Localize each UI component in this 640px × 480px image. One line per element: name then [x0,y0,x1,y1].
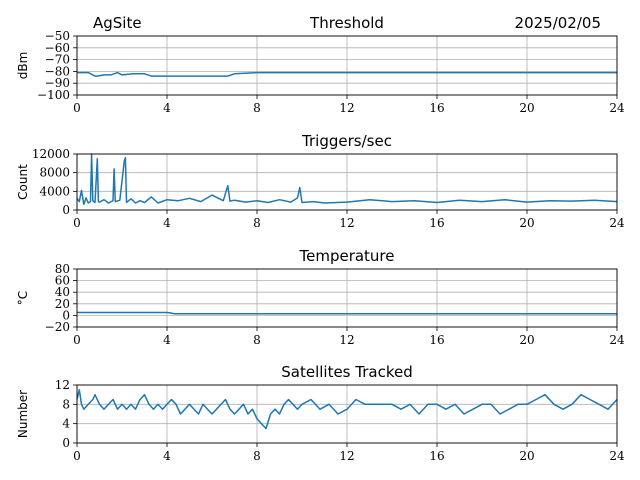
x-tick-label: 24 [609,449,625,463]
series-line-temperature [77,311,617,315]
y-tick-label: −90 [45,76,70,90]
y-tick-label: 8 [62,397,70,411]
x-tick-label: 24 [609,101,625,115]
x-tick-label: 20 [519,333,534,347]
x-tick-label: 0 [73,333,81,347]
x-tick-label: 20 [519,216,534,230]
x-tick-label: 8 [253,449,261,463]
y-tick-label: 0 [62,203,70,217]
chart-panels: 0 4 8 12 16 20 24 −100−90−80−70−60−50 Threshold d… [16,14,625,463]
y-tick-label: 60 [55,274,70,288]
y-axis-label: dBm [16,52,30,80]
y-axis-label: Number [16,390,30,438]
y-tick-label: −70 [45,53,70,67]
x-tick-label: 24 [609,333,625,347]
y-tick-label: 12000 [32,147,70,161]
chart-title: Temperature [298,247,394,265]
series-line-triggers [76,153,618,206]
y-axis-label: °C [16,291,30,305]
chart-panel-satellites: 0 4 8 12 16 20 24 0 4 8 12 Satellites Tracked Number [16,363,625,463]
y-tick-label: 12 [55,378,70,392]
x-tick-label: 16 [429,101,444,115]
x-tick-label: 4 [163,333,171,347]
chart-panel-triggers: 0 4 8 12 16 20 24 0 4000 8000 12000 Triggers/sec Cou… [16,132,625,230]
x-tick-label: 12 [339,333,354,347]
chart-title: Satellites Tracked [281,363,412,381]
chart-panel-threshold: 0 4 8 12 16 20 24 −100−90−80−70−60−50 Threshold d… [16,14,625,115]
y-tick-label: −20 [45,320,70,334]
y-tick-label: 4000 [39,184,70,198]
y-tick-label: 40 [55,285,70,299]
y-tick-label: 0 [62,436,70,450]
y-tick-label: 4 [62,417,70,431]
chart-title: Threshold [309,14,384,32]
y-tick-label: 20 [55,297,70,311]
y-tick-label: 0 [62,308,70,322]
x-tick-label: 12 [339,216,354,230]
y-tick-label: −50 [45,29,70,43]
x-tick-label: 0 [73,216,81,230]
y-tick-label: −60 [45,41,70,55]
site-label: AgSite [93,14,142,32]
y-tick-label: 8000 [39,166,70,180]
series-line-satellites [76,389,618,430]
x-tick-label: 4 [163,101,171,115]
x-tick-label: 4 [163,449,171,463]
x-tick-label: 16 [429,333,444,347]
y-tick-label: 80 [55,262,70,276]
x-tick-label: 0 [73,449,81,463]
x-tick-label: 4 [163,216,171,230]
series-line-threshold [77,71,617,77]
x-tick-label: 8 [253,216,261,230]
y-axis-label: Count [16,164,30,200]
date-label: 2025/02/05 [515,14,601,32]
x-tick-label: 16 [429,216,444,230]
chart-title: Triggers/sec [301,132,392,150]
x-tick-label: 8 [253,333,261,347]
x-tick-label: 8 [253,101,261,115]
x-tick-label: 20 [519,101,534,115]
x-tick-label: 20 [519,449,534,463]
x-tick-label: 24 [609,216,625,230]
x-tick-label: 0 [73,101,81,115]
x-tick-label: 16 [429,449,444,463]
y-tick-label: −100 [37,88,70,102]
x-tick-label: 12 [339,101,354,115]
y-tick-label: −80 [45,64,70,78]
x-tick-label: 12 [339,449,354,463]
